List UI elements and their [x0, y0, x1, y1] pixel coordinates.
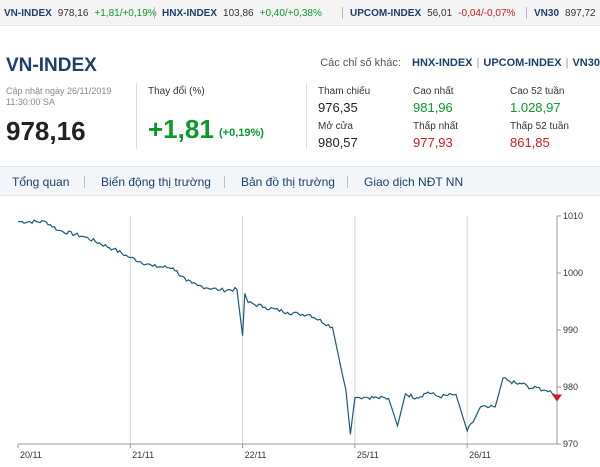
divider: | — [565, 57, 569, 69]
series-line — [18, 219, 558, 435]
chart-line-layer — [18, 219, 562, 435]
stat-value: 1.028,97 — [510, 100, 561, 115]
price-chart: 20/11 21/11 22/11 25/11 26/11 970 980 990 1000 10… — [17, 211, 583, 460]
ticker-item[interactable]: UPCOM-INDEX 56,01 -0,04/-0,07% — [350, 8, 515, 19]
divider — [84, 176, 85, 188]
stat-label: Thấp nhất — [413, 121, 459, 132]
stat-label: Thấp 52 tuần — [510, 121, 569, 132]
divider — [154, 7, 155, 19]
stat-value: 861,85 — [510, 135, 550, 150]
y-tick-label: 1010 — [563, 211, 583, 221]
stat-low: Thấp nhất 977,93 — [413, 121, 458, 150]
chart-labels: 20/11 21/11 22/11 25/11 26/11 970 980 990 1000 10… — [20, 211, 583, 460]
x-tick-label: 22/11 — [245, 450, 267, 460]
tab-market-movement[interactable]: Biến động thị trường — [101, 175, 211, 189]
divider — [306, 83, 307, 149]
chart-axes — [17, 215, 561, 448]
current-price: 978,16 — [6, 116, 86, 146]
link-vn30[interactable]: VN30 — [572, 57, 600, 69]
y-tick-label: 980 — [563, 382, 578, 392]
other-indices: Các chỉ số khác: HNX-INDEX | UPCOM-INDEX | V… — [320, 57, 600, 69]
change-percent: (+0,19%) — [219, 127, 264, 139]
stat-open: Mở cửa 980,57 — [318, 121, 358, 150]
divider — [342, 7, 343, 19]
stat-label: Tham chiếu — [318, 86, 371, 97]
update-time: Cập nhật ngày 26/11/2019 11:30:00 SA — [6, 86, 111, 108]
ticker-name: HNX-INDEX — [162, 8, 218, 19]
change-label: Thay đổi (%) — [148, 86, 205, 97]
x-tick-label: 21/11 — [132, 450, 154, 460]
chart-grid — [129, 216, 468, 444]
stat-reference: Tham chiếu 976,35 — [318, 86, 370, 115]
change-value: +1,81 — [148, 114, 214, 144]
stat-label: Cao nhất — [413, 86, 454, 97]
ticker-name: VN30 — [534, 8, 560, 19]
tab-market-map[interactable]: Bản đồ thị trường — [241, 175, 335, 189]
ticker-change: +0,40/+0,38% — [259, 8, 322, 19]
divider — [136, 83, 137, 149]
stat-value: 977,93 — [413, 135, 453, 150]
x-tick-label: 20/11 — [20, 450, 42, 460]
ticker-bar: VN-INDEX 978,16 +1,81/+0,19% HNX-INDEX 103,… — [0, 0, 600, 26]
divider: | — [476, 57, 480, 69]
tab-foreign-trading[interactable]: Giao dịch NĐT NN — [364, 175, 464, 189]
ticker-item[interactable]: VN-INDEX 978,16 +1,81/+0,19% — [4, 8, 157, 19]
ticker-value: 103,86 — [223, 8, 254, 19]
other-indices-label: Các chỉ số khác: — [320, 57, 401, 69]
divider — [224, 176, 225, 188]
x-tick-label: 26/11 — [469, 450, 491, 460]
nav-tabs: Tổng quan Biến động thị trường Bản đồ th… — [0, 166, 600, 196]
stat-value: 976,35 — [318, 100, 358, 115]
link-hnx-index[interactable]: HNX-INDEX — [412, 57, 473, 69]
ticker-item[interactable]: VN30 897,72 — [534, 8, 596, 19]
ticker-change: +1,81/+0,19% — [94, 8, 157, 19]
ticker-item[interactable]: HNX-INDEX 103,86 +0,40/+0,38% — [162, 8, 322, 19]
stat-label: Mở cửa — [318, 121, 353, 132]
update-clock: 11:30:00 SA — [6, 97, 55, 107]
divider — [347, 176, 348, 188]
x-tick-label: 25/11 — [357, 450, 379, 460]
stat-value: 981,96 — [413, 100, 453, 115]
tab-overview[interactable]: Tổng quan — [12, 175, 70, 189]
stat-low-52w: Thấp 52 tuần 861,85 — [510, 121, 569, 150]
y-tick-label: 990 — [563, 325, 578, 335]
ticker-change: -0,04/-0,07% — [458, 8, 516, 19]
link-upcom-index[interactable]: UPCOM-INDEX — [483, 57, 562, 69]
last-value-arrow-icon — [552, 394, 562, 402]
update-date: Cập nhật ngày 26/11/2019 — [6, 86, 112, 96]
ticker-value: 56,01 — [427, 8, 453, 19]
stat-high-52w: Cao 52 tuần 1.028,97 — [510, 86, 565, 115]
stat-label: Cao 52 tuần — [510, 86, 565, 97]
stat-high: Cao nhất 981,96 — [413, 86, 454, 115]
ticker-name: VN-INDEX — [4, 8, 52, 19]
divider — [526, 7, 527, 19]
stat-value: 980,57 — [318, 135, 358, 150]
ticker-value: 897,72 — [565, 8, 596, 19]
y-tick-label: 970 — [563, 439, 578, 449]
y-tick-label: 1000 — [563, 268, 583, 278]
ticker-name: UPCOM-INDEX — [350, 8, 422, 19]
ticker-value: 978,16 — [57, 8, 89, 19]
page-title: VN-INDEX — [6, 55, 97, 76]
